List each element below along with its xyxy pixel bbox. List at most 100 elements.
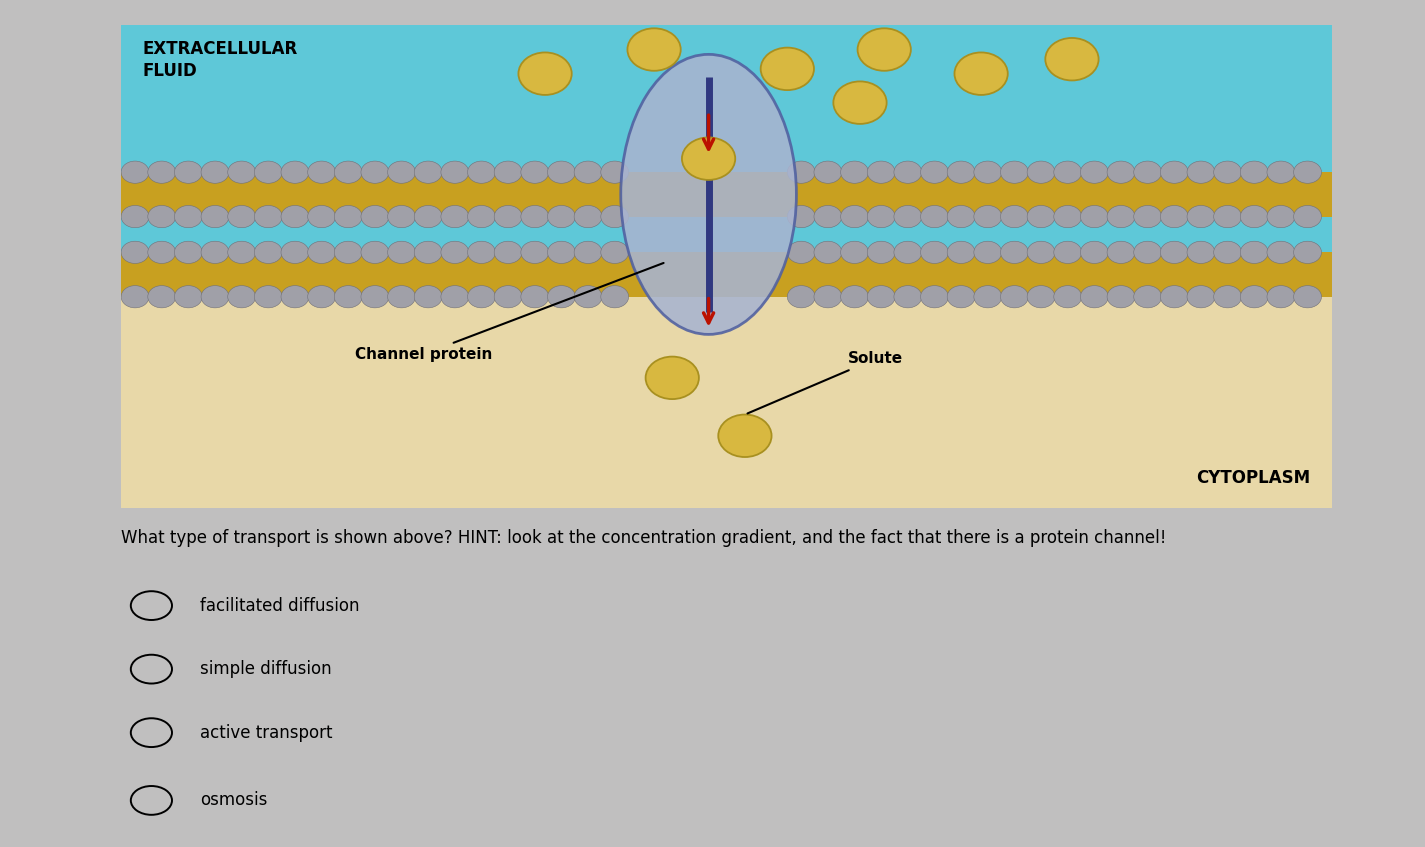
Circle shape — [1267, 241, 1295, 263]
Circle shape — [1080, 206, 1109, 228]
FancyBboxPatch shape — [121, 172, 1332, 217]
Circle shape — [761, 47, 814, 90]
Circle shape — [228, 241, 255, 263]
Circle shape — [1134, 206, 1161, 228]
Circle shape — [1187, 161, 1216, 183]
Circle shape — [574, 161, 601, 183]
Circle shape — [1080, 161, 1109, 183]
Circle shape — [973, 241, 1002, 263]
Circle shape — [893, 161, 922, 183]
Circle shape — [1267, 161, 1295, 183]
Circle shape — [1107, 285, 1134, 307]
Circle shape — [921, 206, 949, 228]
Text: CYTOPLASM: CYTOPLASM — [1197, 469, 1311, 487]
Circle shape — [787, 161, 815, 183]
Circle shape — [601, 161, 628, 183]
Circle shape — [921, 161, 949, 183]
FancyBboxPatch shape — [121, 25, 1332, 508]
Circle shape — [814, 285, 842, 307]
Text: facilitated diffusion: facilitated diffusion — [200, 596, 359, 615]
Text: simple diffusion: simple diffusion — [200, 660, 332, 678]
Circle shape — [1160, 206, 1188, 228]
Circle shape — [814, 241, 842, 263]
Circle shape — [921, 241, 949, 263]
Circle shape — [547, 285, 576, 307]
Circle shape — [1000, 285, 1029, 307]
Circle shape — [467, 161, 496, 183]
Circle shape — [547, 161, 576, 183]
Circle shape — [228, 285, 255, 307]
Circle shape — [1294, 241, 1321, 263]
Circle shape — [148, 241, 175, 263]
Circle shape — [494, 285, 522, 307]
Circle shape — [254, 161, 282, 183]
Circle shape — [973, 285, 1002, 307]
Circle shape — [361, 161, 389, 183]
Circle shape — [841, 241, 868, 263]
Circle shape — [1000, 161, 1029, 183]
Circle shape — [787, 241, 815, 263]
Circle shape — [1214, 206, 1241, 228]
Circle shape — [467, 285, 496, 307]
Circle shape — [1107, 206, 1134, 228]
Circle shape — [1214, 285, 1241, 307]
Circle shape — [388, 206, 416, 228]
Circle shape — [948, 161, 975, 183]
Circle shape — [893, 241, 922, 263]
Circle shape — [121, 285, 150, 307]
Circle shape — [1214, 241, 1241, 263]
Text: What type of transport is shown above? HINT: look at the concentration gradient,: What type of transport is shown above? H… — [121, 529, 1167, 547]
Circle shape — [1080, 241, 1109, 263]
Circle shape — [335, 285, 362, 307]
Circle shape — [1046, 38, 1099, 80]
Circle shape — [893, 285, 922, 307]
FancyBboxPatch shape — [121, 252, 1332, 508]
Circle shape — [415, 285, 442, 307]
Circle shape — [281, 285, 309, 307]
Circle shape — [1107, 161, 1134, 183]
Circle shape — [1054, 241, 1082, 263]
Circle shape — [388, 161, 416, 183]
Circle shape — [1134, 161, 1161, 183]
FancyBboxPatch shape — [121, 252, 1332, 296]
Circle shape — [174, 241, 202, 263]
Circle shape — [893, 206, 922, 228]
Circle shape — [1000, 206, 1029, 228]
Circle shape — [361, 285, 389, 307]
Circle shape — [522, 161, 549, 183]
Circle shape — [415, 206, 442, 228]
Circle shape — [494, 241, 522, 263]
Circle shape — [415, 161, 442, 183]
Text: Solute: Solute — [748, 352, 903, 413]
Circle shape — [361, 241, 389, 263]
Circle shape — [519, 53, 571, 95]
Circle shape — [201, 285, 229, 307]
Circle shape — [1187, 241, 1216, 263]
Circle shape — [1267, 206, 1295, 228]
Circle shape — [1294, 206, 1321, 228]
Circle shape — [646, 357, 698, 399]
Circle shape — [335, 161, 362, 183]
Circle shape — [174, 285, 202, 307]
Circle shape — [787, 285, 815, 307]
Circle shape — [522, 206, 549, 228]
Circle shape — [814, 161, 842, 183]
Circle shape — [254, 285, 282, 307]
Circle shape — [868, 285, 895, 307]
Circle shape — [440, 161, 469, 183]
Circle shape — [335, 241, 362, 263]
Circle shape — [858, 28, 911, 71]
Circle shape — [201, 241, 229, 263]
Circle shape — [574, 285, 601, 307]
Circle shape — [1240, 206, 1268, 228]
Circle shape — [1240, 285, 1268, 307]
Circle shape — [547, 241, 576, 263]
Circle shape — [1054, 285, 1082, 307]
Circle shape — [1027, 206, 1054, 228]
Circle shape — [683, 137, 735, 180]
Circle shape — [388, 241, 416, 263]
Circle shape — [148, 161, 175, 183]
Circle shape — [834, 81, 886, 124]
Circle shape — [440, 206, 469, 228]
Circle shape — [228, 161, 255, 183]
